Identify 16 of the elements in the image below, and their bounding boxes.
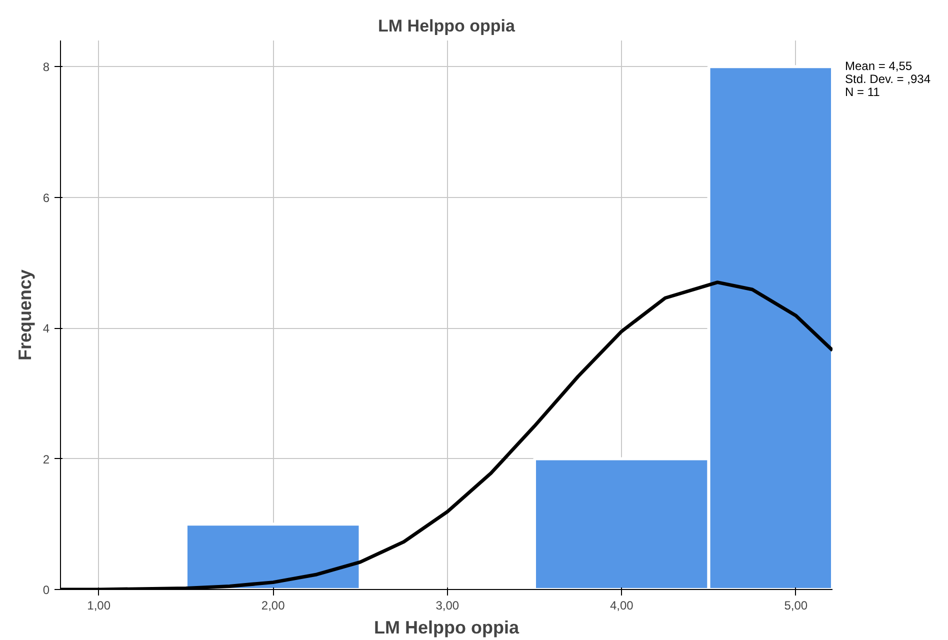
y-tick-label: 4: [42, 322, 50, 336]
y-axis-title: Frequency: [14, 269, 35, 361]
y-tick-label: 8: [42, 60, 50, 74]
x-tick-label: 2,00: [261, 598, 286, 612]
chart-title: LM Helppo oppia: [378, 16, 516, 36]
x-tick-label: 4,00: [610, 598, 634, 612]
y-tick-label: 2: [42, 452, 50, 466]
y-tick-label: 6: [42, 190, 50, 205]
x-tick-label: 3,00: [436, 598, 460, 612]
x-axis-title: LM Helppo oppia: [374, 618, 520, 638]
y-tick-label: 0: [42, 583, 50, 597]
x-tick-label: 1,00: [87, 598, 111, 612]
text: Std. Dev. = ,934: [845, 72, 930, 86]
x-tick-label: 5,00: [784, 598, 808, 612]
text: Mean = 4,55: [845, 59, 912, 73]
text: N = 11: [845, 85, 880, 99]
